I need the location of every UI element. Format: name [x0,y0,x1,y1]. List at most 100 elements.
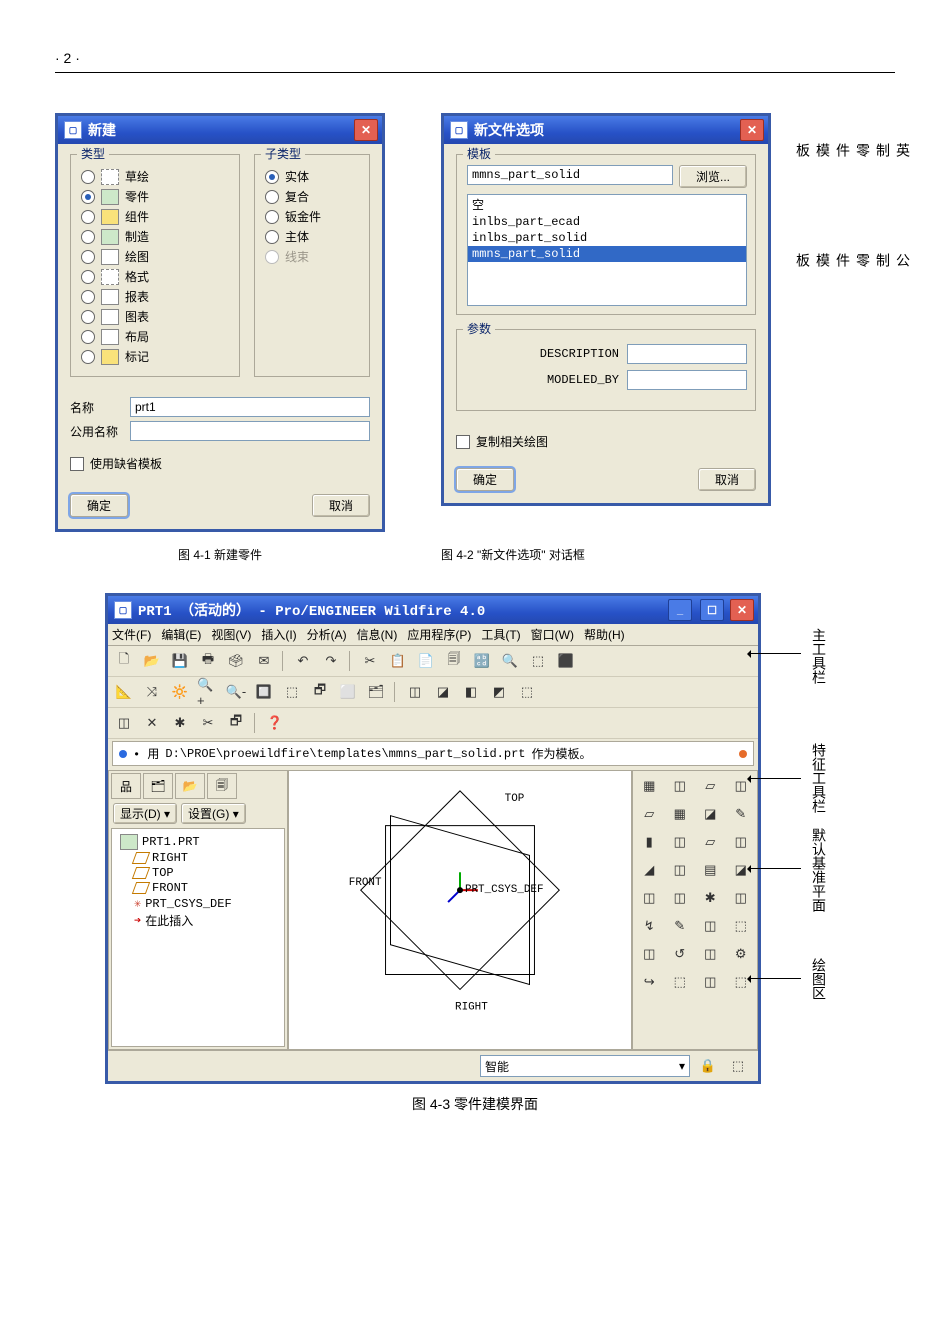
feature-button[interactable]: ◫ [635,941,664,967]
default-template-check[interactable]: 使用缺省模板 [70,455,370,472]
toolbar-button[interactable]: 🔍 [498,649,522,673]
feature-button[interactable]: ⬚ [727,913,756,939]
toolbar-button[interactable]: 🔍- [224,680,248,704]
toolbar-button[interactable]: ◫ [112,711,136,735]
toolbar-button[interactable]: ⬛ [554,649,578,673]
tree-root[interactable]: PRT1.PRT [120,834,280,850]
feature-button[interactable]: ▤ [696,857,725,883]
feature-button[interactable]: ⬚ [666,969,695,995]
list-item-selected[interactable]: mmns_part_solid [468,246,746,262]
subtype-composite[interactable]: 复合 [265,188,361,205]
toolbar-button[interactable]: 📂 [140,649,164,673]
list-item[interactable]: inlbs_part_ecad [468,214,746,230]
ok-button[interactable]: 确定 [70,494,128,517]
feature-button[interactable]: ↯ [635,913,664,939]
menu-window[interactable]: 窗口(W) [531,626,574,643]
feature-button[interactable]: ▱ [696,773,725,799]
type-option-layout[interactable]: 布局 [81,328,231,345]
toolbar-button[interactable]: ✂ [358,649,382,673]
tree-item-insert[interactable]: ➔ 在此插入 [134,912,280,929]
feature-button[interactable]: ◫ [666,773,695,799]
type-option-markup[interactable]: 标记 [81,348,231,365]
tree-item-top[interactable]: TOP [134,866,280,880]
feature-button[interactable]: ◫ [696,913,725,939]
feature-button[interactable]: ◫ [696,969,725,995]
feature-button[interactable]: ↪ [635,969,664,995]
feature-button[interactable]: ▱ [696,829,725,855]
toolbar-button[interactable]: ⬚ [526,649,550,673]
toolbar-button[interactable]: 📄 [414,649,438,673]
cancel-button[interactable]: 取消 [698,468,756,491]
tree-set-button[interactable]: 设置(G) ▾ [181,803,246,824]
toolbar-button[interactable]: ✱ [168,711,192,735]
toolbar-button[interactable]: ⬜ [336,680,360,704]
feature-button[interactable]: ✎ [666,913,695,939]
feature-button[interactable]: ▦ [635,773,664,799]
feature-button[interactable]: ◫ [727,829,756,855]
feature-button[interactable]: ✱ [696,885,725,911]
name-input[interactable] [130,397,370,417]
graphics-canvas[interactable]: TOP FRONT PRT_CSYS_DEF RIGHT [288,770,632,1050]
param-input-description[interactable] [627,344,747,364]
toolbar-button[interactable]: 📐 [112,680,136,704]
close-icon[interactable]: ✕ [354,119,378,141]
toolbar-button[interactable]: 🔍+ [196,680,220,704]
type-option-diagram[interactable]: 图表 [81,308,231,325]
feature-button[interactable]: ◫ [666,857,695,883]
common-name-input[interactable] [130,421,370,441]
template-input[interactable] [467,165,673,185]
feature-button[interactable]: ▮ [635,829,664,855]
toolbar-button[interactable]: ❓ [263,711,287,735]
type-option-part[interactable]: 零件 [81,188,231,205]
toolbar-button[interactable]: ⤨ [140,680,164,704]
toolbar-button[interactable]: 🗗 [224,711,248,735]
model-tree[interactable]: PRT1.PRT RIGHT TOP FRONT [111,828,285,1047]
menu-view[interactable]: 视图(V) [211,626,251,643]
status-icon[interactable]: 🔒 [696,1054,720,1078]
feature-button[interactable]: ◫ [666,829,695,855]
toolbar-button[interactable]: ◧ [459,680,483,704]
menu-info[interactable]: 信息(N) [357,626,398,643]
menu-analysis[interactable]: 分析(A) [307,626,347,643]
minimize-icon[interactable]: _ [668,599,692,621]
param-input-modeledby[interactable] [627,370,747,390]
tree-item-front[interactable]: FRONT [134,881,280,895]
toolbar-button[interactable]: ✂ [196,711,220,735]
toolbar-button[interactable]: ◪ [431,680,455,704]
feature-button[interactable]: ✎ [727,801,756,827]
toolbar-button[interactable]: ↷ [319,649,343,673]
menu-insert[interactable]: 插入(I) [261,626,296,643]
maximize-icon[interactable]: ☐ [700,599,724,621]
tree-tab[interactable]: 🗐 [207,773,237,799]
ok-button[interactable]: 确定 [456,468,514,491]
tree-show-button[interactable]: 显示(D) ▾ [113,803,177,824]
close-icon[interactable]: ✕ [740,119,764,141]
toolbar-button[interactable]: ↶ [291,649,315,673]
feature-button[interactable]: ◫ [666,885,695,911]
template-listbox[interactable]: 空 inlbs_part_ecad inlbs_part_solid mmns_… [467,194,747,306]
toolbar-button[interactable]: 🗂 [364,680,388,704]
feature-button[interactable]: ⚙ [727,941,756,967]
tree-tab[interactable]: 品 [111,773,141,799]
feature-button[interactable]: ◫ [727,885,756,911]
feature-button[interactable]: ▱ [635,801,664,827]
toolbar-button[interactable]: 🔡 [470,649,494,673]
menu-edit[interactable]: 编辑(E) [161,626,201,643]
feature-button[interactable]: ▦ [666,801,695,827]
browse-button[interactable]: 浏览... [679,165,747,188]
toolbar-button[interactable]: 🗐 [442,649,466,673]
type-option-sketch[interactable]: 草绘 [81,168,231,185]
tree-tab[interactable]: 📂 [175,773,205,799]
selection-filter-combo[interactable]: 智能 ▾ [480,1055,690,1077]
close-icon[interactable]: ✕ [730,599,754,621]
toolbar-button[interactable]: ⬚ [515,680,539,704]
toolbar-button[interactable]: ✉ [252,649,276,673]
feature-button[interactable]: ◫ [635,885,664,911]
toolbar-button[interactable]: ◫ [403,680,427,704]
list-item[interactable]: 空 [468,195,746,214]
menu-file[interactable]: 文件(F) [112,626,151,643]
cancel-button[interactable]: 取消 [312,494,370,517]
menu-help[interactable]: 帮助(H) [584,626,625,643]
menu-tools[interactable]: 工具(T) [481,626,520,643]
feature-button[interactable]: ◪ [696,801,725,827]
